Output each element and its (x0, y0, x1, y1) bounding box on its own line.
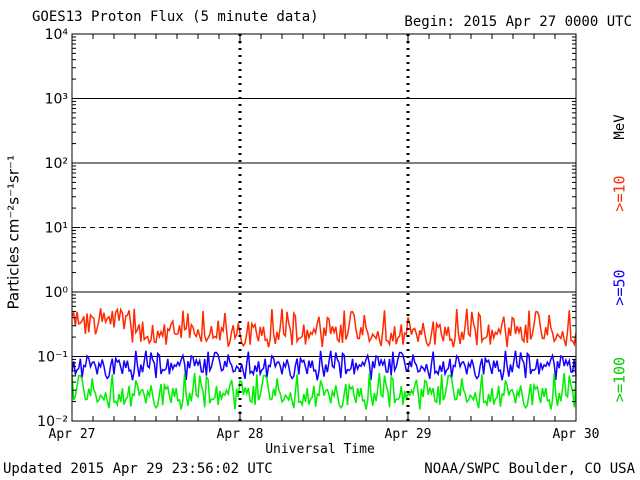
legend-ge10: >=10 (610, 175, 629, 212)
series-line->=50 (71, 350, 577, 381)
x-tick-label: Apr 30 (553, 427, 600, 442)
day-markers (238, 34, 410, 421)
x-tick-label: Apr 29 (385, 427, 432, 442)
x-tick-label: Apr 27 (49, 427, 96, 442)
credit-label: NOAA/SWPC Boulder, CO USA (424, 461, 635, 477)
grid-lines (72, 98, 576, 357)
legend-ge100: >=100 (610, 356, 629, 403)
y-tick-label: 10² (45, 156, 68, 172)
y-tick-label: 10¹ (45, 221, 68, 237)
legend-ge50: >=50 (610, 269, 629, 306)
axis-ticks (71, 33, 577, 422)
x-axis-label: Universal Time (265, 442, 375, 457)
chart-title: GOES13 Proton Flux (5 minute data) (32, 9, 319, 25)
y-tick-label: 10⁻¹ (37, 350, 68, 366)
y-tick-label: 10⁻² (37, 414, 68, 430)
y-tick-label: 10⁴ (45, 27, 69, 43)
series-line->=100 (71, 372, 577, 410)
begin-time: Begin: 2015 Apr 27 0000 UTC (404, 14, 632, 30)
tick-labels: 10⁻² 10⁻¹ 10⁰ 10¹ 10² 10³ 10⁴ Apr 27 Apr 28 Apr 2… (37, 27, 599, 442)
y-tick-label: 10³ (45, 92, 68, 108)
y-tick-label: 10⁰ (45, 285, 69, 301)
y-axis-label: Particles cm⁻²s⁻¹sr⁻¹ (4, 155, 23, 310)
x-tick-label: Apr 28 (217, 427, 264, 442)
series-layer (71, 306, 577, 410)
units-label: MeV (612, 114, 628, 140)
series-line->=10 (71, 306, 577, 348)
updated-timestamp: Updated 2015 Apr 29 23:56:02 UTC (3, 461, 273, 477)
